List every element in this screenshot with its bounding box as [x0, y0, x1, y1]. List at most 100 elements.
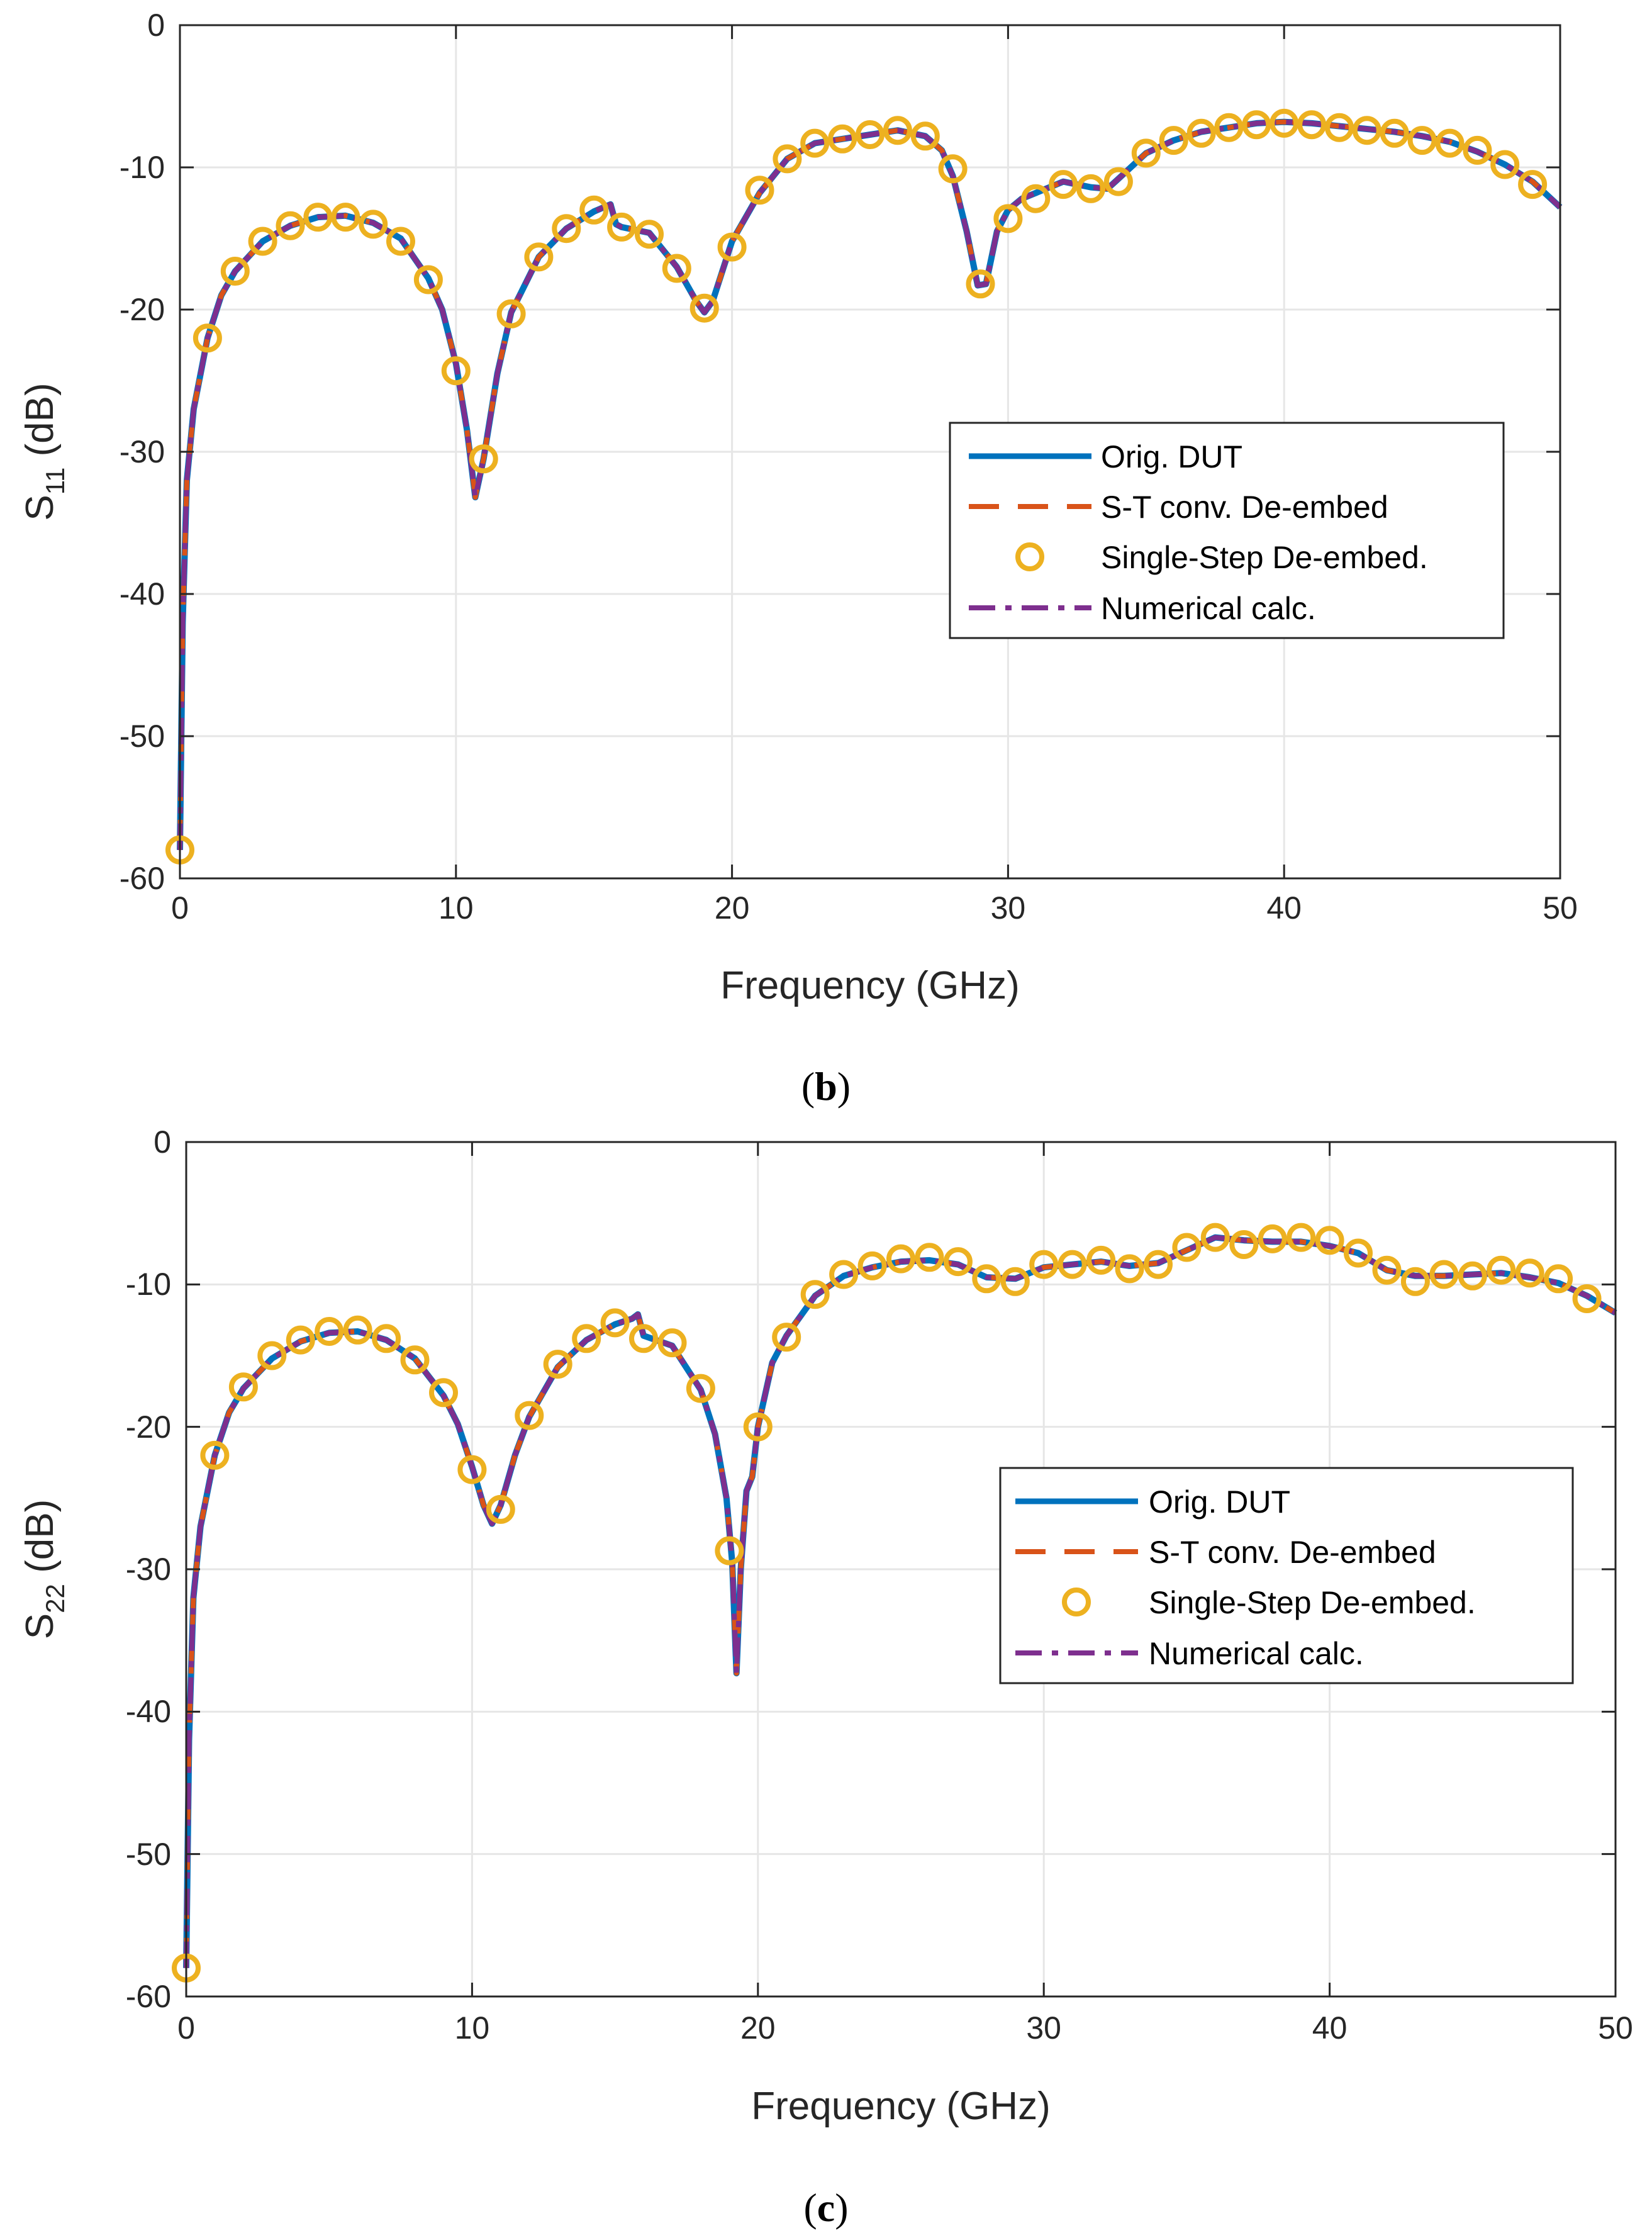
legend-label: S-T conv. De-embed — [1101, 490, 1388, 525]
single-step-marker — [1315, 1226, 1344, 1255]
single-step-marker — [773, 144, 802, 174]
single-step-marker — [689, 293, 719, 323]
single-step-marker — [1344, 1238, 1373, 1268]
single-step-marker — [717, 232, 747, 262]
y-tick-label: -10 — [120, 150, 165, 185]
single-step-marker — [457, 1455, 487, 1484]
y-tick-label: -60 — [120, 861, 165, 896]
single-step-marker — [1103, 167, 1133, 196]
legend-marker-single — [1062, 1588, 1091, 1616]
legend-label: Single-Step De-embed. — [1149, 1585, 1476, 1620]
single-step-marker — [429, 1378, 458, 1408]
legend-label: Orig. DUT — [1101, 439, 1242, 474]
single-step-marker — [372, 1324, 401, 1353]
single-step-marker — [552, 214, 581, 244]
single-step-marker — [486, 1494, 515, 1524]
single-step-marker — [915, 1243, 944, 1272]
single-step-marker — [543, 1350, 572, 1379]
single-step-marker — [1029, 1250, 1059, 1279]
single-step-marker — [1115, 1254, 1144, 1284]
y-tick-label: -30 — [120, 434, 165, 469]
single-step-marker — [943, 1247, 973, 1277]
legend-s11: Orig. DUT S-T conv. De-embed Single-Step… — [949, 422, 1505, 639]
y-tick-label: -50 — [120, 719, 165, 754]
single-step-marker — [1076, 174, 1105, 203]
x-tick-label: 50 — [1598, 2010, 1633, 2046]
single-step-marker — [1086, 1245, 1116, 1275]
chart-s22: 0 10 20 30 40 50 0 -10 -20 -30 -40 -50 -… — [18, 1124, 1633, 2230]
single-step-marker — [886, 1244, 915, 1274]
y-axis-label-unit: (dB) — [18, 1499, 62, 1584]
single-step-marker — [1186, 118, 1216, 148]
single-step-marker — [1544, 1264, 1573, 1294]
single-step-marker — [828, 124, 857, 154]
y-tick-label: -40 — [120, 576, 165, 612]
legend-marker-single — [1015, 542, 1044, 571]
single-step-marker — [1286, 1223, 1316, 1252]
single-step-marker — [400, 1345, 430, 1375]
single-step-marker — [1200, 1223, 1230, 1252]
single-step-marker — [248, 227, 277, 256]
series-numerical-calc — [184, 1235, 1617, 1968]
legend-label: Numerical calc. — [1149, 1636, 1364, 1671]
y-tick-label: -20 — [126, 1409, 171, 1445]
series-group-s22 — [183, 1234, 1617, 1968]
single-step-marker — [1372, 1255, 1402, 1285]
single-step-marker — [1258, 1224, 1287, 1253]
legend-s22: Orig. DUT S-T conv. De-embed Single-Step… — [999, 1467, 1574, 1684]
single-step-marker — [635, 220, 664, 249]
single-step-marker — [966, 269, 995, 299]
single-step-marker — [1400, 1267, 1430, 1296]
single-step-marker — [993, 204, 1023, 233]
single-step-marker — [579, 195, 609, 225]
single-step-marker — [657, 1328, 687, 1358]
single-step-marker — [1572, 1284, 1602, 1313]
y-axis-label: S22 (dB) — [18, 1499, 70, 1639]
single-step-marker — [1000, 1267, 1030, 1296]
legend-label: Numerical calc. — [1101, 591, 1316, 626]
chart-s11: 0 10 20 30 40 50 0 -10 -20 -30 -40 -50 -… — [18, 8, 1578, 1109]
x-tick-label: 20 — [740, 2010, 776, 2046]
single-step-marker — [1242, 110, 1271, 140]
y-axis-label-sub: 22 — [40, 1584, 70, 1613]
single-step-marker — [1144, 1250, 1173, 1279]
legend-label: Orig. DUT — [1149, 1484, 1290, 1520]
single-step-marker — [800, 128, 830, 158]
single-step-marker — [800, 1280, 830, 1309]
x-tick-label: 0 — [177, 2010, 195, 2046]
x-tick-label: 30 — [991, 890, 1026, 926]
single-step-markers-s22 — [172, 1223, 1602, 1983]
caption-c: (c) — [803, 2185, 848, 2230]
single-step-marker — [1458, 1261, 1487, 1291]
single-step-marker — [1352, 116, 1381, 145]
single-step-marker — [1058, 1250, 1087, 1279]
single-step-marker — [743, 1412, 773, 1442]
y-axis-label-main: S — [18, 1613, 62, 1639]
single-step-marker — [938, 154, 968, 184]
x-tick-label: 0 — [171, 890, 189, 926]
single-step-marker — [1214, 113, 1244, 142]
single-step-marker — [524, 242, 554, 272]
x-tick-label: 40 — [1312, 2010, 1348, 2046]
y-tick-label: -50 — [126, 1837, 171, 1872]
single-step-marker — [200, 1440, 230, 1470]
single-step-marker — [715, 1536, 744, 1565]
y-tick-label: 0 — [153, 1124, 171, 1160]
single-step-marker — [1172, 1233, 1202, 1262]
y-tick-label: 0 — [147, 8, 165, 43]
y-tick-label: -40 — [126, 1694, 171, 1729]
single-step-marker — [315, 1317, 344, 1346]
single-step-marker — [515, 1401, 544, 1430]
single-step-marker — [359, 210, 388, 239]
y-axis-label-unit: (dB) — [18, 383, 62, 467]
single-step-marker — [829, 1260, 859, 1289]
single-step-marker — [1518, 170, 1548, 199]
single-step-marker — [413, 265, 443, 294]
y-axis-label: S11 (dB) — [18, 383, 70, 520]
single-step-marker — [972, 1264, 1002, 1294]
legend-label: Single-Step De-embed. — [1101, 540, 1428, 575]
single-step-marker — [1429, 1260, 1459, 1289]
y-axis-label-sub: 11 — [40, 468, 70, 495]
single-step-marker — [856, 120, 885, 149]
single-step-marker — [745, 176, 774, 205]
